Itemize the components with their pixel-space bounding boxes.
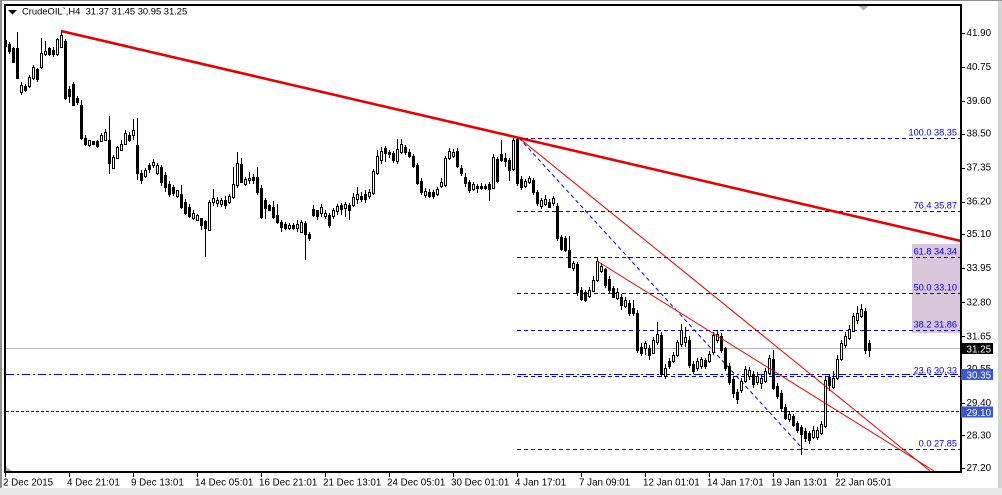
svg-text:35.10: 35.10	[967, 229, 992, 240]
svg-text:37.35: 37.35	[967, 163, 992, 174]
svg-text:14 Jan 17:01: 14 Jan 17:01	[707, 477, 764, 488]
svg-text:21 Dec 13:01: 21 Dec 13:01	[323, 477, 381, 488]
svg-text:4 Jan 17:01: 4 Jan 17:01	[515, 477, 566, 488]
svg-text:12 Jan 01:01: 12 Jan 01:01	[643, 477, 700, 488]
svg-text:27.20: 27.20	[967, 463, 992, 474]
svg-text:2 Dec 2015: 2 Dec 2015	[3, 477, 54, 488]
svg-text:31.25: 31.25	[967, 344, 992, 355]
svg-text:16 Dec 21:01: 16 Dec 21:01	[259, 477, 317, 488]
svg-text:22 Jan 05:01: 22 Jan 05:01	[835, 477, 892, 488]
svg-text:32.80: 32.80	[967, 297, 992, 308]
svg-text:31.65: 31.65	[967, 331, 992, 342]
svg-text:9 Dec 13:01: 9 Dec 13:01	[131, 477, 184, 488]
svg-text:40.75: 40.75	[967, 62, 992, 73]
svg-text:19 Jan 13:01: 19 Jan 13:01	[771, 477, 828, 488]
svg-text:38.50: 38.50	[967, 129, 992, 140]
svg-text:29.40: 29.40	[967, 398, 992, 409]
svg-text:7 Jan 09:01: 7 Jan 09:01	[579, 477, 630, 488]
svg-text:76.4 35.87: 76.4 35.87	[914, 201, 957, 211]
svg-text:36.20: 36.20	[967, 197, 992, 208]
svg-text:CrudeOIL`,H4 31.37 31.45 30.9: CrudeOIL`,H4 31.37 31.45 30.95 31.25	[22, 6, 187, 17]
svg-text:28.30: 28.30	[967, 431, 992, 442]
svg-text:30 Dec 01:01: 30 Dec 01:01	[451, 477, 509, 488]
svg-text:38.2 31.86: 38.2 31.86	[914, 320, 957, 330]
svg-text:61.8 34.34: 61.8 34.34	[914, 247, 957, 257]
svg-text:30.35: 30.35	[967, 371, 992, 382]
svg-text:4 Dec 21:01: 4 Dec 21:01	[67, 477, 120, 488]
svg-text:39.60: 39.60	[967, 96, 992, 107]
svg-text:0.0 27.85: 0.0 27.85	[919, 439, 957, 449]
svg-text:23.6 30.33: 23.6 30.33	[914, 366, 957, 376]
svg-text:29.10: 29.10	[967, 408, 992, 419]
svg-text:100.0 38.35: 100.0 38.35	[908, 128, 957, 138]
svg-text:50.0 33.10: 50.0 33.10	[914, 283, 957, 293]
svg-text:24 Dec 05:01: 24 Dec 05:01	[387, 477, 445, 488]
svg-text:33.95: 33.95	[967, 263, 992, 274]
svg-text:14 Dec 05:01: 14 Dec 05:01	[195, 477, 253, 488]
svg-text:41.90: 41.90	[967, 28, 992, 39]
